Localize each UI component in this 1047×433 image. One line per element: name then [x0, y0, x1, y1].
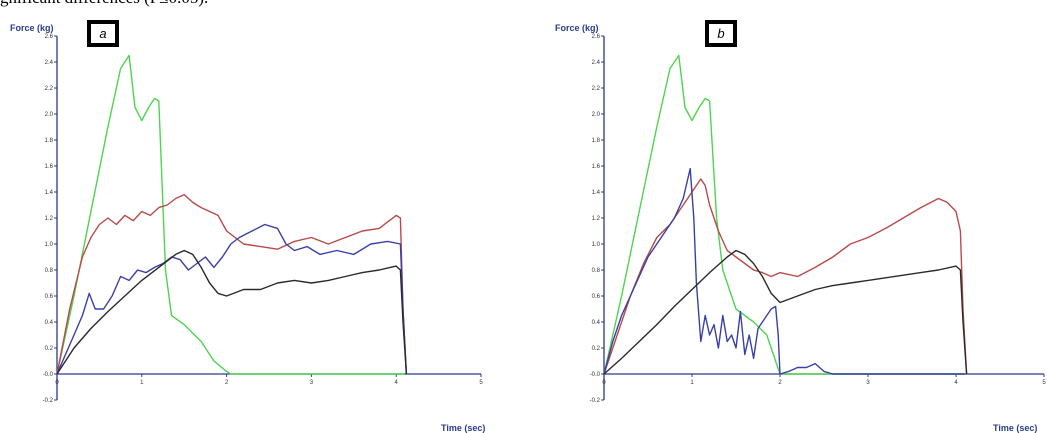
y-tick-label: 1.6: [45, 164, 54, 170]
y-tick-label: 2.0: [45, 112, 54, 118]
panel-label: a: [99, 26, 106, 41]
series-line-blue: [56, 223, 408, 375]
series-line-green: [603, 54, 965, 375]
y-tick-label: 1.2: [592, 216, 601, 222]
series-line-red: [56, 193, 408, 375]
x-tick-label: 3: [866, 380, 870, 386]
y-tick-label: -0.0: [590, 372, 601, 378]
y-tick-label: 1.4: [45, 190, 54, 196]
y-tick-label: 0.8: [45, 268, 54, 274]
y-tick-label: 1.8: [45, 138, 54, 144]
x-tick-label: 4: [395, 380, 399, 386]
y-tick-label: -0.2: [43, 398, 54, 404]
series-line-black: [56, 249, 408, 375]
x-tick-label: 0: [602, 380, 606, 386]
y-tick-label: 0.4: [45, 320, 54, 326]
y-tick-label: 0.6: [45, 294, 54, 300]
panel-label: b: [717, 26, 724, 41]
y-tick-label: 1.2: [45, 216, 54, 222]
y-tick-label: 0.8: [592, 268, 601, 274]
y-tick-label: 2.4: [592, 60, 601, 66]
y-tick-label: 2.2: [592, 86, 601, 92]
panel-label-inner: [91, 24, 115, 43]
y-tick-label: 2.6: [592, 34, 601, 40]
x-tick-label: 2: [225, 380, 229, 386]
series-line-black: [603, 249, 968, 375]
y-tick-label: 2.6: [45, 34, 54, 40]
x-tick-label: 2: [778, 380, 782, 386]
chart-panel-b: -0.2 -0.0 0.2 0.4 0.6 0.8 1.0 1.2 1.4 1.6 1.8 2.0 2.…: [555, 20, 1046, 433]
y-tick-label: 1.4: [592, 190, 601, 196]
x-axis-label: Time (sec): [441, 423, 485, 433]
y-tick-label: 2.4: [45, 60, 54, 66]
x-tick-label: 5: [1042, 380, 1046, 386]
x-tick-label: 1: [140, 380, 144, 386]
y-tick-label: 0.4: [592, 320, 601, 326]
y-tick-label: -0.0: [43, 372, 54, 378]
y-tick-label: -0.2: [590, 398, 601, 404]
x-tick-label: 4: [954, 380, 958, 386]
y-tick-label: 2.0: [592, 112, 601, 118]
y-tick-label: 2.2: [45, 86, 54, 92]
x-axis-label: Time (sec): [993, 423, 1037, 433]
y-axis-label: Force (kg): [555, 23, 599, 33]
y-tick-label: 1.0: [592, 242, 601, 248]
chart-panel-a: -0.2 -0.0 0.2 0.4 0.6 0.8 1.0 1.2 1.4 1.6 1.8 2.0 2.…: [10, 20, 485, 433]
y-axis-label: Force (kg): [10, 23, 54, 33]
panel-label-inner: [709, 24, 733, 43]
x-tick-label: 5: [479, 380, 483, 386]
x-tick-label: 1: [690, 380, 694, 386]
series-line-green: [56, 54, 405, 375]
y-tick-label: 1.0: [45, 242, 54, 248]
y-tick-label: 1.8: [592, 138, 601, 144]
y-tick-label: 0.6: [592, 294, 601, 300]
y-tick-label: 1.6: [592, 164, 601, 170]
y-tick-label: 0.2: [592, 346, 601, 352]
series-line-blue: [603, 167, 965, 375]
x-tick-label: 0: [55, 380, 59, 386]
series-line-red: [603, 178, 968, 375]
x-tick-label: 3: [310, 380, 314, 386]
caption-text: gnificant differences (P≤0.05).: [0, 0, 208, 8]
y-tick-label: 0.2: [45, 346, 54, 352]
